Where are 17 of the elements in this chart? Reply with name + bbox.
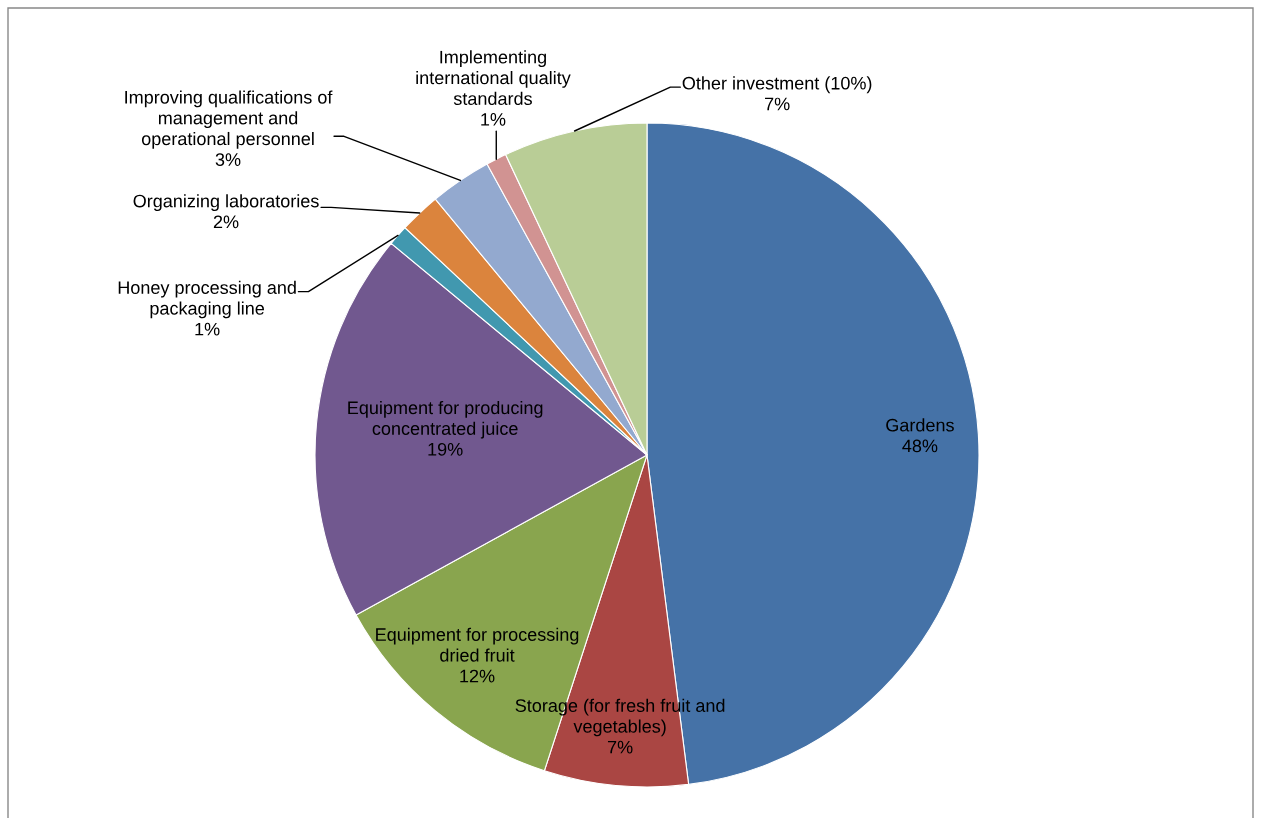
data-label: 1% (481, 113, 506, 126)
slice-label: Improving qualifications of management and operational personnel (125, 90, 333, 149)
data-label: 48% (902, 439, 938, 453)
slice-label: Honey processing and packaging line (118, 280, 296, 319)
data-label: 1% (195, 322, 220, 336)
data-label: 7% (607, 740, 633, 754)
data-label: 2% (213, 215, 239, 229)
slice-label: Organizing laboratories (133, 194, 319, 212)
slice-label: Implementing international quality standards (416, 50, 571, 106)
slice-label: Gardens (886, 418, 954, 432)
data-label: 3% (215, 153, 241, 166)
slice-label: Equipment for producing concentrated juice (348, 400, 543, 439)
data-label: 19% (428, 442, 463, 456)
slice-label: Other investment (10%) (682, 76, 872, 94)
slice-label: Equipment for processing dried fruit (376, 627, 579, 662)
data-label: 7% (765, 97, 790, 111)
data-label: 12% (460, 669, 495, 683)
